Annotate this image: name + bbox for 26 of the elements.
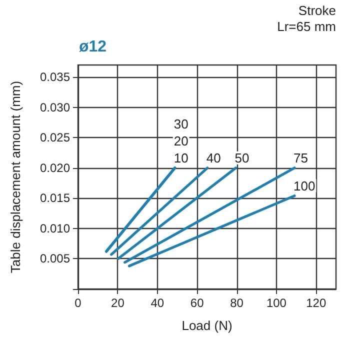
series-label: 100: [294, 178, 316, 194]
x-tick-label: 0: [74, 296, 82, 310]
y-tick-label: 0.005: [40, 252, 70, 266]
y-tick-label: 0.010: [40, 221, 70, 236]
x-tick-label: 40: [150, 296, 164, 310]
series-label: 75: [294, 150, 308, 166]
x-tick-label: 20: [111, 296, 125, 310]
x-tick-label: 100: [266, 296, 287, 310]
x-tick-label: 60: [190, 296, 204, 310]
series-label: 40: [206, 150, 221, 166]
text: Lr=65 mm: [277, 19, 336, 34]
series-label: 20: [174, 133, 188, 148]
x-tick-label: 120: [306, 296, 326, 310]
y-tick-label: 0.035: [40, 70, 70, 84]
x-tick-label: 80: [230, 296, 244, 310]
y-tick-label: 0.030: [40, 100, 70, 114]
y-tick-label: 0.020: [40, 160, 70, 175]
chart-title: ø12: [79, 38, 107, 56]
x-axis-title: Load (N): [182, 318, 232, 333]
series-label: 10: [174, 150, 188, 166]
text: Stroke: [298, 3, 336, 18]
text: 30: [174, 116, 188, 132]
series-label: 50: [234, 150, 250, 166]
y-tick-label: 0.015: [40, 191, 70, 206]
y-axis-title: Table displacement amount (mm): [8, 80, 23, 274]
y-tick-label: 0.025: [40, 130, 70, 145]
